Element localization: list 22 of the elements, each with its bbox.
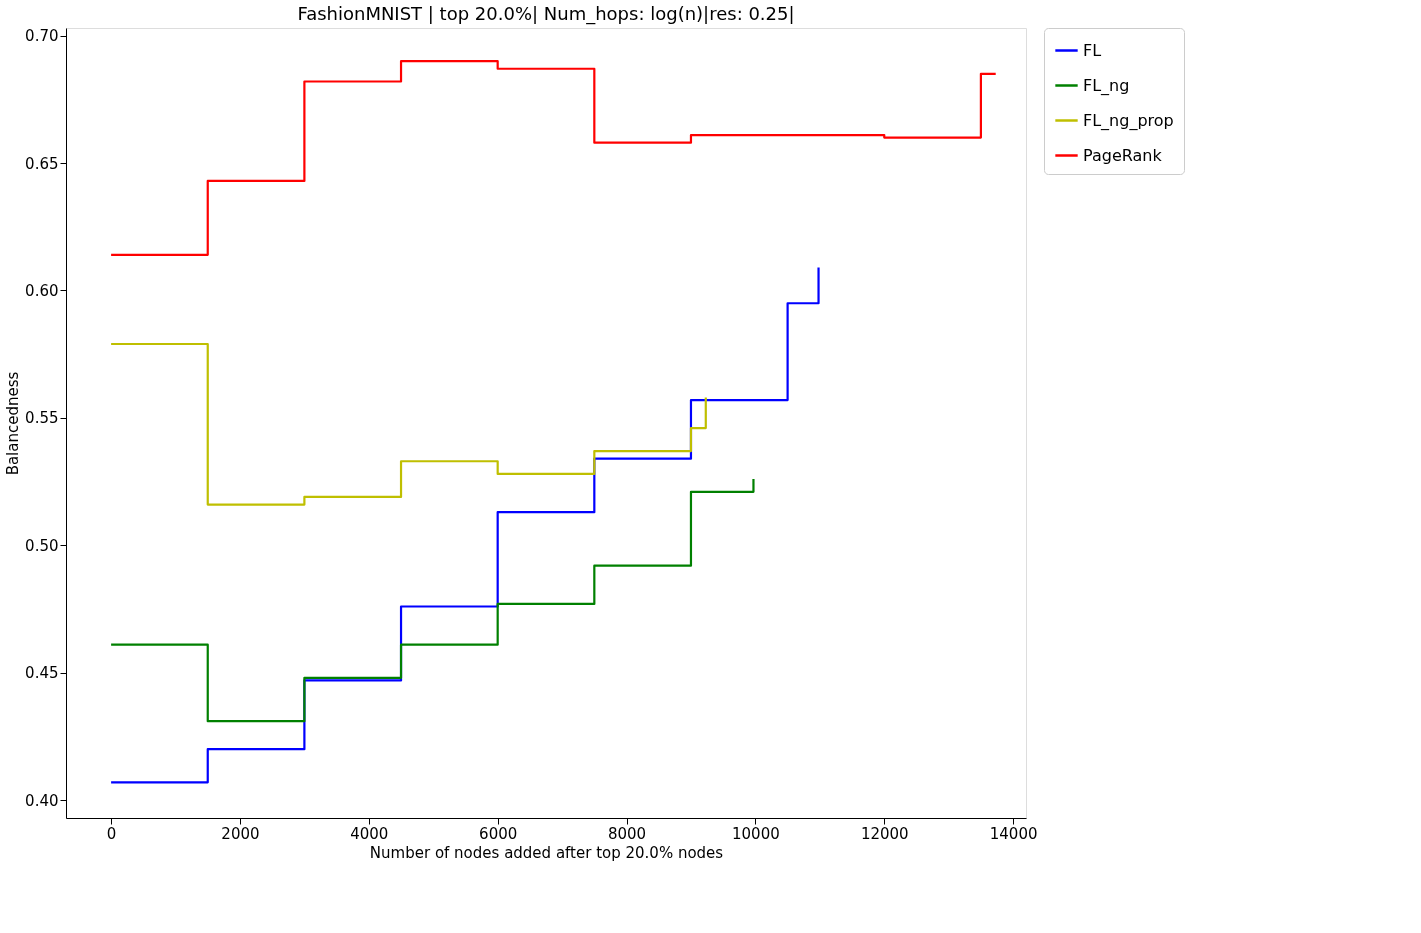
y-tick-label: 0.65 <box>25 154 59 173</box>
x-tick-label: 4000 <box>350 824 389 843</box>
y-tick-label: 0.40 <box>25 791 59 810</box>
x-tick-label: 6000 <box>479 824 518 843</box>
y-tick-label: 0.70 <box>25 27 59 46</box>
x-tick-label: 0 <box>106 824 117 843</box>
x-tick-label: 2000 <box>221 824 260 843</box>
chart-title: FashionMNIST | top 20.0%| Num_hops: log(n)|res: 0.25| <box>297 2 795 25</box>
legend-label: FL_ng_prop <box>1083 110 1174 131</box>
legend-label: PageRank <box>1083 145 1163 165</box>
x-axis-title: Number of nodes added after top 20.0% nodes <box>369 843 724 862</box>
legend-label: FL_ng <box>1083 75 1130 96</box>
y-tick-label: 0.45 <box>25 664 59 683</box>
y-tick-label: 0.60 <box>25 281 59 300</box>
x-tick-label: 14000 <box>989 824 1038 843</box>
x-tick-label: 8000 <box>607 824 647 843</box>
y-tick-label: 0.50 <box>25 536 59 555</box>
legend-label: FL <box>1083 40 1102 60</box>
x-tick-label: 12000 <box>860 824 909 843</box>
y-axis-title: Balancedness <box>4 371 23 476</box>
y-tick-label: 0.55 <box>25 409 59 428</box>
x-tick-label: 10000 <box>732 824 780 843</box>
